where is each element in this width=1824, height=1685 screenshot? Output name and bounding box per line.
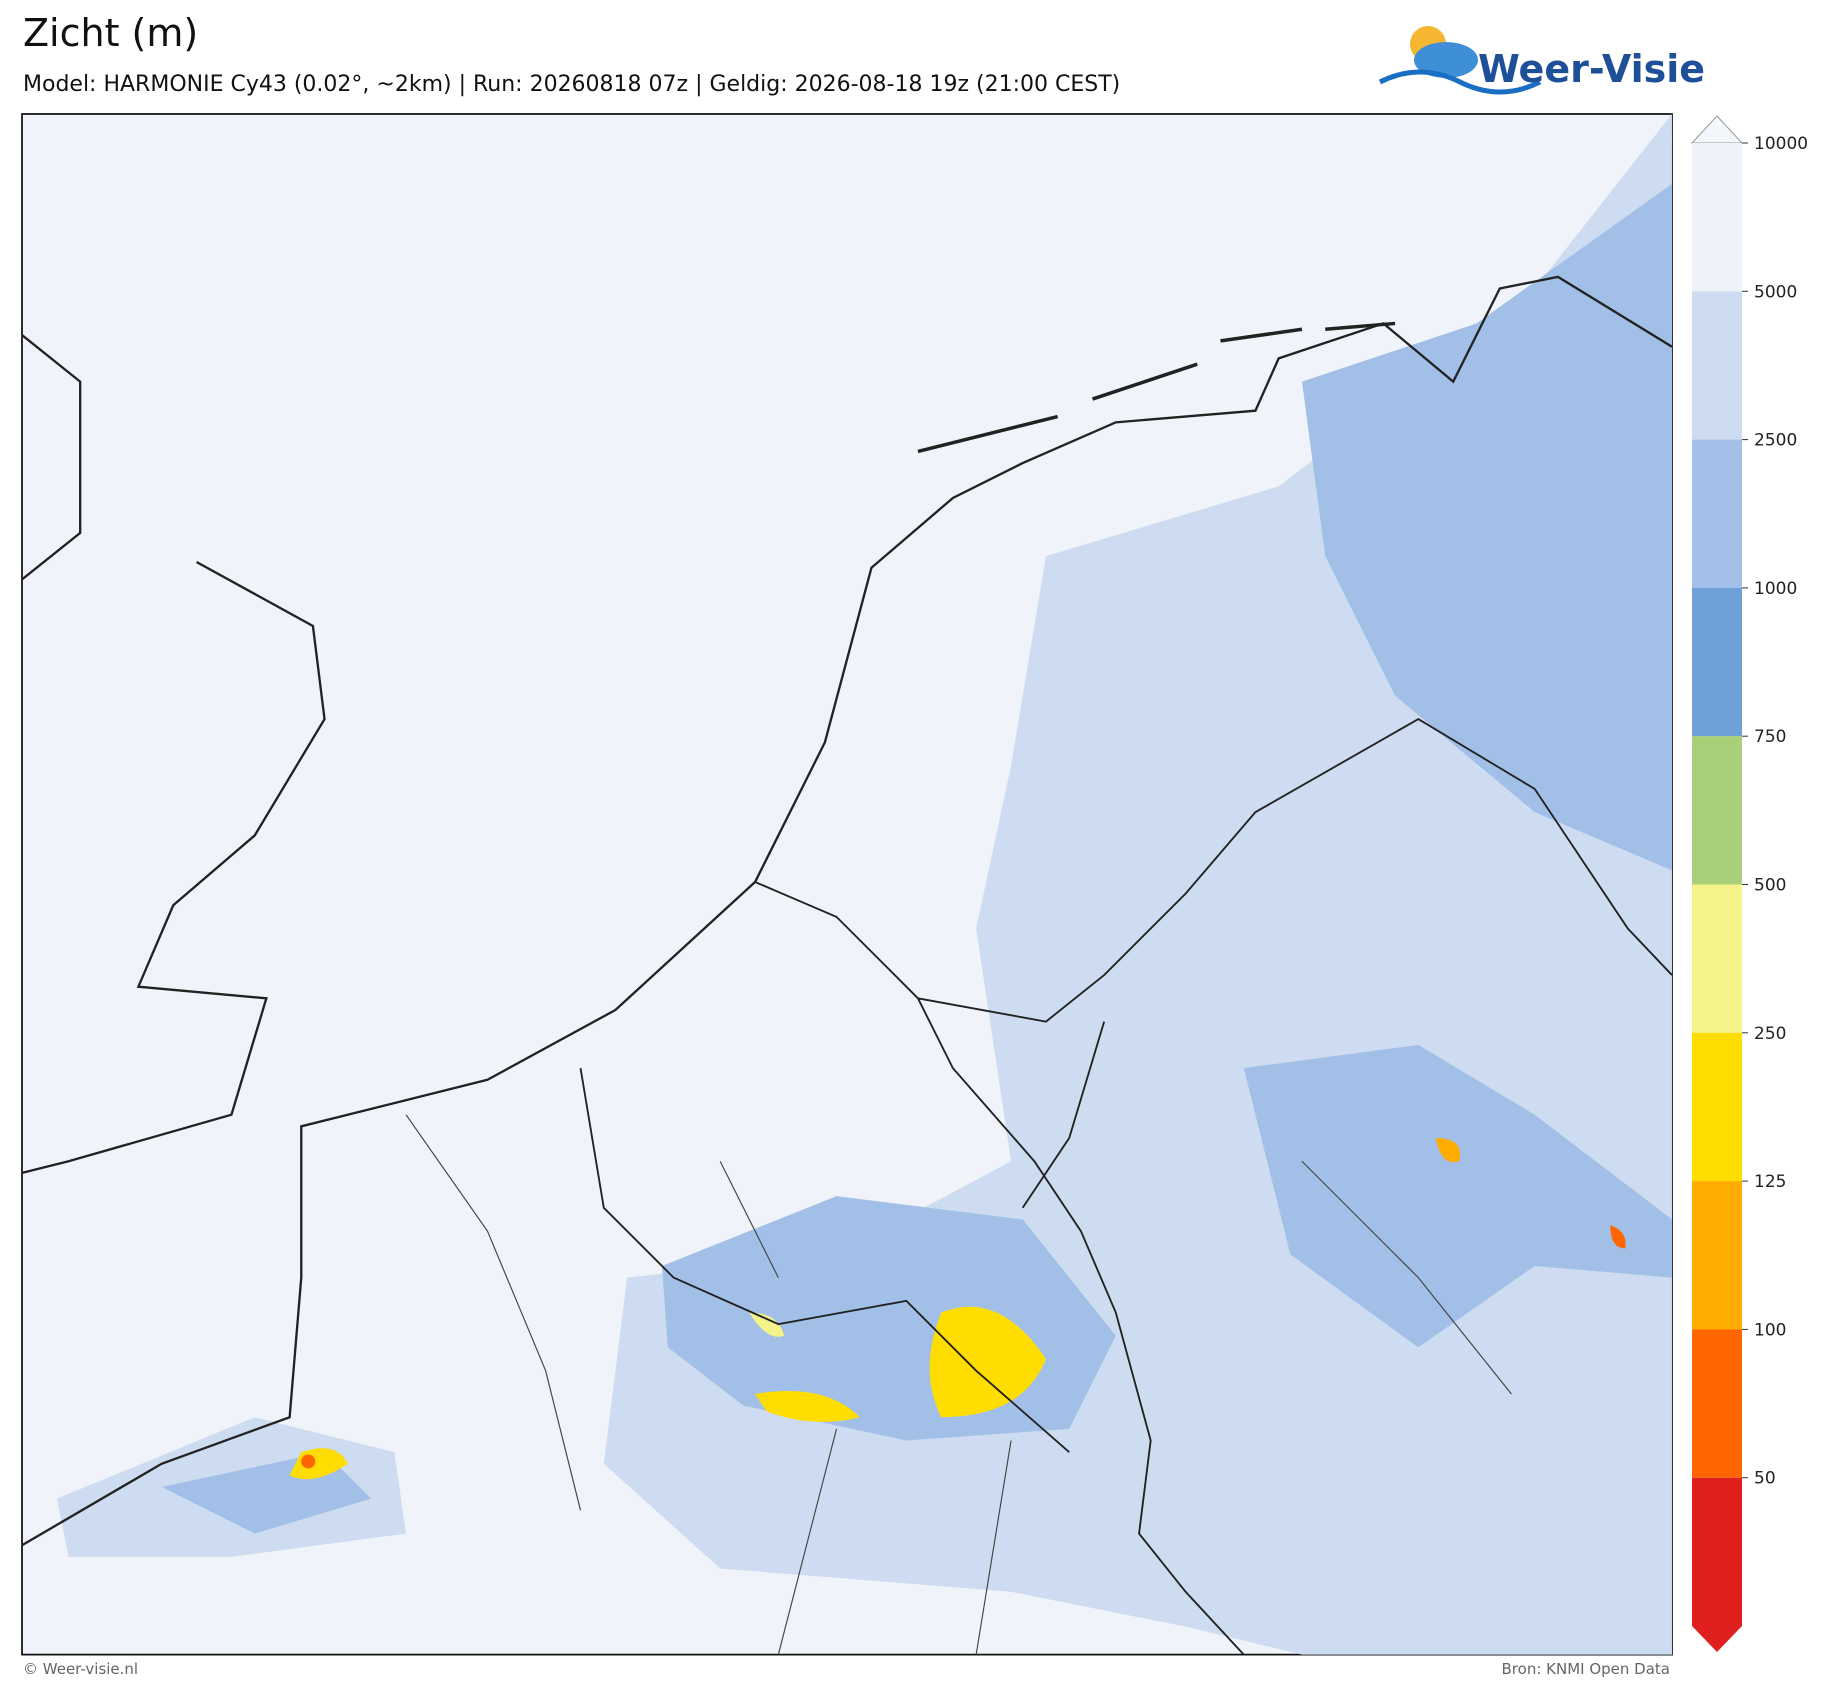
colorbar-segment: [1692, 736, 1742, 885]
logo-wave: [1378, 69, 1542, 95]
colorbar-segment: [1692, 143, 1742, 292]
low-visibility: [929, 1306, 1046, 1418]
low-visibility: [1610, 1225, 1626, 1249]
colorbar-tick-label: 750: [1754, 727, 1786, 747]
colorbar-extend: [1690, 115, 1744, 144]
logo: Weer-Visie: [1378, 26, 1705, 95]
low-visibility: [749, 1312, 785, 1337]
colorbar-segment: [1692, 1329, 1742, 1478]
colorbar-tick-label: 5000: [1754, 282, 1797, 302]
colorbar-segment: [1692, 1181, 1742, 1330]
colorbar-segment: [1692, 884, 1742, 1033]
low-visibility: [1435, 1137, 1461, 1163]
title: Zicht (m): [23, 11, 198, 55]
colorbar-segment: [1692, 291, 1742, 440]
colorbar-tick-label: 250: [1754, 1024, 1786, 1044]
colorbar: 10000 5000 2500 1000 750 500 250 125 100 50: [1690, 115, 1808, 1652]
visibility-area: [1243, 1044, 1672, 1348]
coastline: [21, 334, 326, 1175]
colorbar-tick-label: 125: [1754, 1172, 1786, 1192]
colorbar-tick-label: 500: [1754, 876, 1786, 896]
footer-right: Bron: KNMI Open Data: [1502, 1660, 1670, 1678]
colorbar-segment: [1692, 587, 1742, 737]
islands: [917, 321, 1396, 454]
colorbar-segment: [1692, 1032, 1742, 1182]
colorbar-tick-label: 50: [1754, 1469, 1776, 1489]
region-border: [405, 1114, 1512, 1655]
coastline: [21, 275, 1673, 1547]
colorbar-tick-label: 10000: [1754, 134, 1808, 154]
logo-text: Weer-Visie: [1478, 47, 1705, 91]
footer-left: © Weer-visie.nl: [23, 1660, 138, 1678]
map: [21, 113, 1673, 1656]
low-visibility: [755, 1391, 860, 1422]
logo-cloud: [1414, 42, 1478, 78]
low-visibility: [301, 1454, 316, 1469]
visibility-area: [1301, 183, 1672, 871]
subtitle: Model: HARMONIE Cy43 (0.02°, ~2km) | Run…: [23, 72, 1120, 97]
colorbar-segment: [1692, 439, 1742, 588]
colorbar-segment: [1692, 1477, 1742, 1652]
colorbar-tick-label: 1000: [1754, 579, 1797, 599]
colorbar-tick-label: 2500: [1754, 431, 1797, 451]
border: [579, 717, 1673, 1656]
colorbar-tick-label: 100: [1754, 1320, 1786, 1340]
